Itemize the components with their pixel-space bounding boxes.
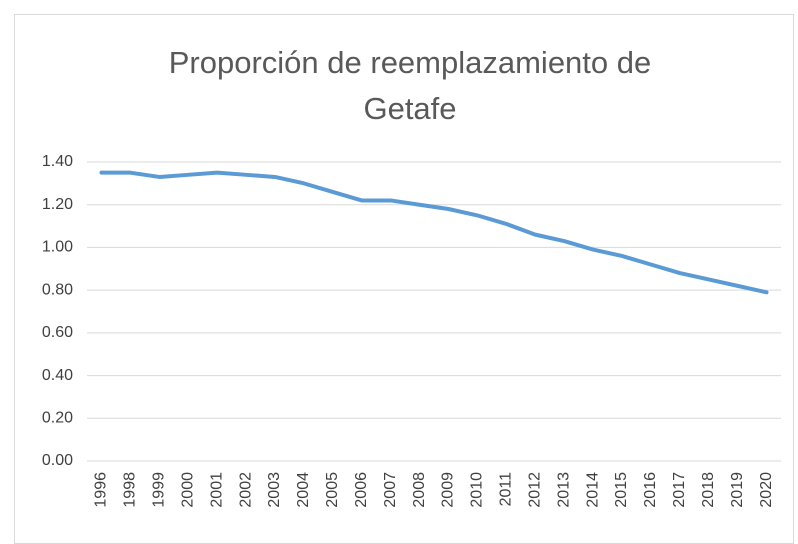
y-tick-label: 0.40 bbox=[42, 367, 73, 384]
chart-title: Proporción de reemplazamiento de Getafe bbox=[168, 45, 652, 126]
x-tick-label: 2020 bbox=[758, 472, 775, 508]
x-tick-label: 2009 bbox=[440, 472, 457, 508]
x-tick-label: 1996 bbox=[93, 472, 110, 508]
x-tick-label: 2017 bbox=[671, 472, 688, 508]
y-tick-label: 1.40 bbox=[42, 153, 73, 170]
x-tick-label: 2014 bbox=[584, 472, 601, 508]
y-tick-label: 0.80 bbox=[42, 281, 73, 298]
x-tick-label: 2002 bbox=[237, 472, 254, 508]
x-tick-label: 2015 bbox=[613, 472, 630, 508]
x-tick-label: 2006 bbox=[353, 472, 370, 508]
x-tick-label: 1999 bbox=[151, 472, 168, 508]
line-series bbox=[99, 170, 769, 295]
y-tick-label: 0.20 bbox=[42, 410, 73, 427]
x-tick-label: 2019 bbox=[729, 472, 746, 508]
x-tick-label: 2008 bbox=[411, 472, 428, 508]
x-tick-label: 2005 bbox=[324, 472, 341, 508]
x-tick-label: 2001 bbox=[208, 472, 225, 508]
x-tick-label: 2010 bbox=[469, 472, 486, 508]
x-tick-label: 2004 bbox=[295, 472, 312, 508]
y-tick-label: 1.00 bbox=[42, 239, 73, 256]
x-tick-label: 2018 bbox=[700, 472, 717, 508]
x-tick-label: 1998 bbox=[122, 472, 139, 508]
y-tick-label: 0.00 bbox=[42, 452, 73, 469]
x-tick-label: 2007 bbox=[382, 472, 399, 508]
x-tick-label: 2013 bbox=[555, 472, 572, 508]
x-tick-label: 2012 bbox=[526, 472, 543, 508]
x-tick-label: 2011 bbox=[498, 472, 515, 507]
y-tick-label: 1.20 bbox=[42, 196, 73, 213]
y-tick-label: 0.60 bbox=[42, 324, 73, 341]
x-tick-label: 2000 bbox=[179, 472, 196, 508]
x-tick-label: 2003 bbox=[266, 472, 283, 508]
x-tick-label: 2016 bbox=[642, 472, 659, 508]
